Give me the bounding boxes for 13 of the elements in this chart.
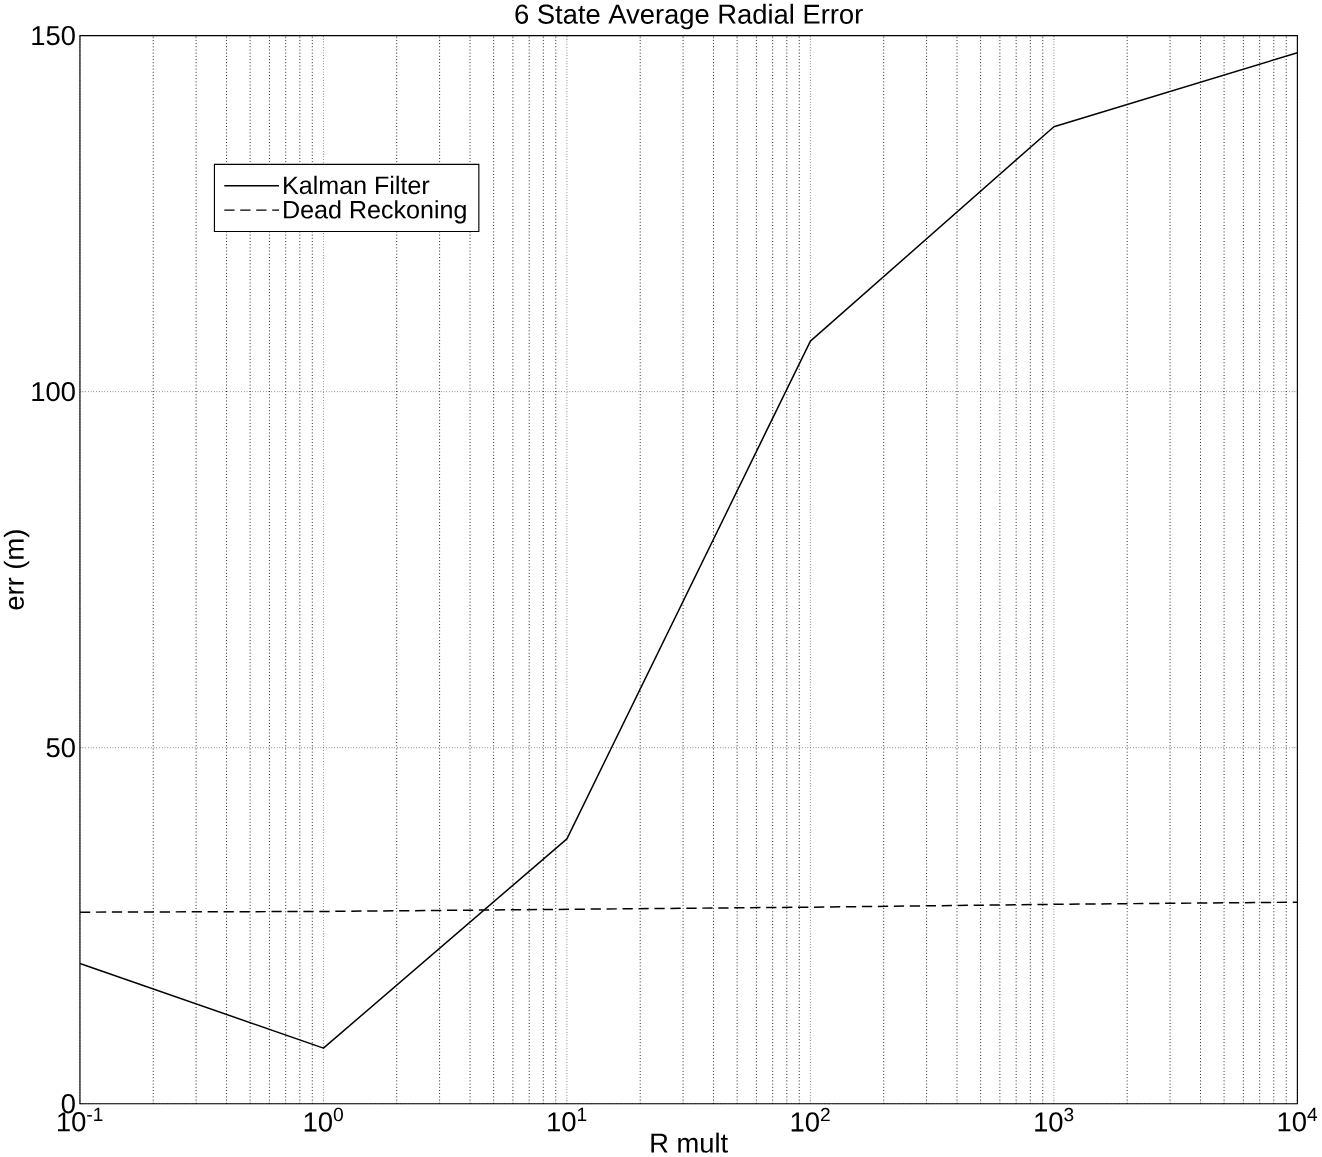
x-tick-label: 10$^{2}$: [791, 1107, 830, 1132]
y-tick-label: 150: [32, 26, 75, 46]
y-axis-title: err (m): [3, 530, 30, 610]
x-tick-label: 10$^{4}$: [1278, 1107, 1318, 1132]
legend-label: Dead Reckoning: [284, 200, 466, 224]
y-tick-label: 50: [46, 738, 75, 758]
x-tick-label: 10$^{3}$: [1035, 1107, 1074, 1132]
legend-label: Kalman Filter: [284, 175, 430, 195]
x-axis-title: R mult: [651, 1132, 728, 1153]
chart-title: 6 State Average Radial Error: [515, 4, 863, 30]
x-tick-label: 10$^{0}$: [304, 1107, 343, 1132]
x-tick-label: 10$^{1}$: [548, 1107, 587, 1132]
y-tick-label: 100: [32, 382, 75, 402]
